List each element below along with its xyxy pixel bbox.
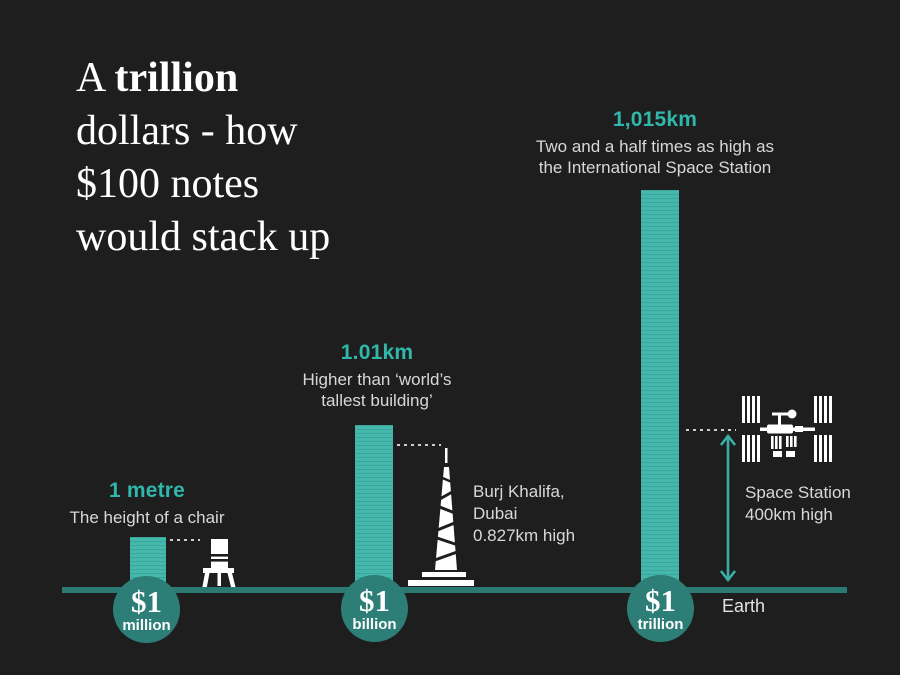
burj-annotation-line1: Burj Khalifa, — [473, 482, 565, 501]
burj-khalifa-icon — [408, 448, 474, 586]
dash-connector-chair — [170, 539, 200, 541]
desc-million: The height of a chair — [69, 508, 225, 527]
title-prefix: A — [76, 55, 115, 101]
burj-annotation: Burj Khalifa, Dubai 0.827km high — [473, 481, 575, 547]
coin-trillion-unit: trillion — [637, 616, 684, 633]
label-block-billion: 1.01km Higher than ‘world’s tallest buil… — [277, 341, 477, 411]
coin-billion: $1 billion — [341, 575, 408, 642]
dash-connector-burj — [397, 444, 441, 446]
title-line-4: would stack up — [76, 214, 331, 260]
title-line-2: dollars - how — [76, 108, 298, 154]
coin-billion-amount: $1 — [359, 583, 390, 618]
desc-trillion-line1: Two and a half times as high as — [535, 137, 775, 156]
earth-label: Earth — [722, 596, 766, 616]
coin-trillion-amount: $1 — [645, 583, 676, 618]
desc-trillion-line2: the International Space Station — [538, 158, 772, 177]
station-annotation-line2: 400km high — [745, 505, 833, 524]
coin-million: $1 million — [113, 576, 180, 643]
height-label-million: 1 metre — [108, 479, 186, 502]
coin-million-amount: $1 — [131, 584, 162, 619]
page-title: A trillion dollars - how $100 notes woul… — [76, 52, 496, 264]
station-annotation: Space Station 400km high — [745, 482, 851, 526]
title-line-1: A trillion — [76, 52, 496, 105]
label-block-million: 1 metre The height of a chair — [47, 479, 247, 528]
bar-trillion — [641, 190, 679, 591]
station-annotation-line1: Space Station — [745, 483, 851, 502]
height-label-trillion: 1,015km — [612, 108, 698, 131]
coin-million-unit: million — [122, 617, 171, 634]
coin-billion-unit: billion — [352, 616, 397, 633]
dash-connector-station — [686, 429, 736, 431]
desc-billion-line1: Higher than ‘world’s — [302, 370, 452, 389]
coin-trillion: $1 trillion — [627, 575, 694, 642]
burj-annotation-line3: 0.827km high — [473, 526, 576, 545]
space-station-icon — [742, 396, 832, 462]
desc-billion-line2: tallest building’ — [321, 391, 433, 410]
label-block-trillion: 1,015km Two and a half times as high as … — [495, 108, 815, 178]
earth-ground-line — [62, 587, 847, 593]
title-bold-word: trillion — [114, 55, 239, 101]
chair-icon — [202, 539, 236, 589]
bar-billion — [355, 425, 393, 591]
burj-annotation-line2: Dubai — [473, 504, 518, 523]
altitude-arrow-icon — [719, 433, 737, 583]
height-label-billion: 1.01km — [340, 341, 414, 364]
title-line-3: $100 notes — [76, 161, 260, 207]
